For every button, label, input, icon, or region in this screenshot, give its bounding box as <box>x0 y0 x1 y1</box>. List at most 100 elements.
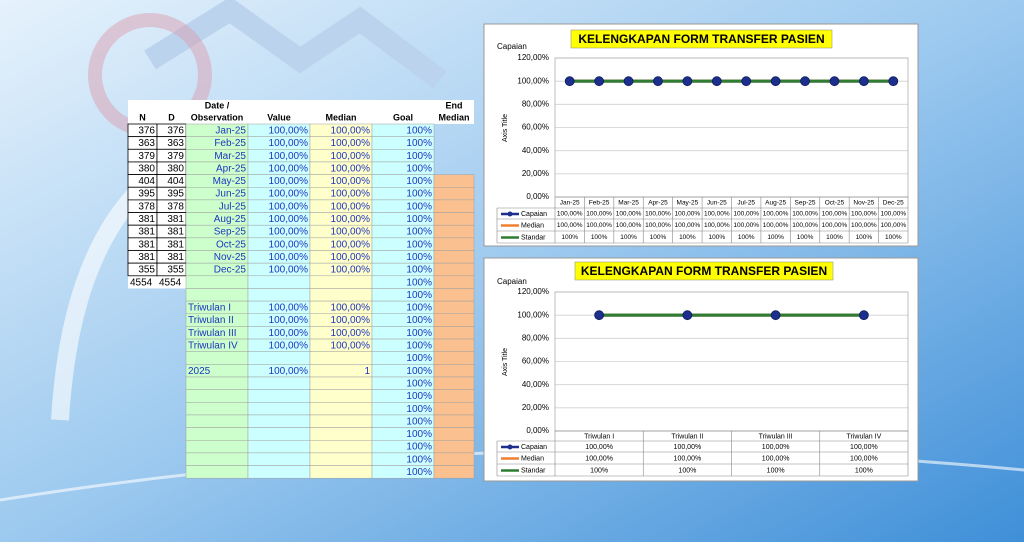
header-cell: Median <box>325 112 356 122</box>
cell <box>247 275 311 289</box>
cell <box>309 452 373 466</box>
cell <box>433 224 475 239</box>
legend-label: Median <box>521 455 544 462</box>
cell-text: 100% <box>406 353 432 364</box>
cell <box>433 300 475 315</box>
cell-text: 100,00% <box>269 176 309 187</box>
series-marker <box>682 76 693 87</box>
cell-text: 100% <box>406 404 432 415</box>
cell-text: 381 <box>138 214 155 225</box>
data-label: 100% <box>561 234 578 241</box>
x-tick-label: Dec-25 <box>883 200 904 207</box>
cell-text: 100,00% <box>269 151 309 162</box>
cell-text: 381 <box>138 239 155 250</box>
header-cell: Goal <box>393 112 413 122</box>
cell <box>433 351 475 365</box>
y-tick-label: 0,00% <box>526 426 549 435</box>
cell-text: 380 <box>138 163 155 174</box>
y-tick-label: 100,00% <box>517 76 549 85</box>
y-tick-label: 0,00% <box>526 192 549 201</box>
cell <box>247 465 311 479</box>
data-label: 100% <box>708 234 725 241</box>
series-marker <box>653 76 663 87</box>
data-label: 100,00% <box>674 455 702 462</box>
data-label: 100,00% <box>557 222 583 229</box>
chart-frame <box>483 23 919 247</box>
y-tick-label: 60,00% <box>522 357 549 366</box>
data-label: 100,00% <box>822 222 848 229</box>
data-label: 100% <box>679 234 696 241</box>
series-marker <box>594 76 605 87</box>
cell <box>309 376 373 390</box>
data-label: 100% <box>885 234 902 241</box>
cell <box>185 275 249 289</box>
cell-text: 100,00% <box>269 341 309 352</box>
cell <box>247 427 311 441</box>
cell <box>185 452 249 466</box>
data-label: 100,00% <box>733 211 759 218</box>
cell-text: 100% <box>406 366 432 377</box>
legend-marker <box>507 211 513 217</box>
cell-text: 378 <box>167 201 184 212</box>
cell-text: 100,00% <box>331 239 371 250</box>
cell <box>185 465 249 479</box>
x-tick-label: Triwulan IV <box>846 433 881 440</box>
data-label: 100% <box>650 234 667 241</box>
data-label: 100,00% <box>704 211 730 218</box>
data-label: 100,00% <box>762 444 790 451</box>
cell-text: 363 <box>167 138 184 149</box>
x-tick-label: Jan-25 <box>560 200 580 207</box>
data-label: 100% <box>856 234 873 241</box>
cell-text: 100,00% <box>331 214 371 225</box>
cell <box>247 440 311 454</box>
data-label: 100% <box>620 234 637 241</box>
series-marker <box>623 76 634 87</box>
data-label: 100% <box>797 234 814 241</box>
x-tick-label: Mar-25 <box>618 200 639 207</box>
cell <box>433 262 475 277</box>
cell-text: 100,00% <box>331 125 371 136</box>
cell <box>433 414 475 428</box>
cell-text: 100,00% <box>269 201 309 212</box>
y-axis-title: Axis Title <box>502 348 509 376</box>
cell-text: 378 <box>138 201 155 212</box>
cell <box>433 199 475 213</box>
header-cell: D <box>168 112 175 122</box>
cell-text: Oct-25 <box>216 239 246 250</box>
series-marker <box>800 76 810 87</box>
cell-text: Jun-25 <box>215 189 246 200</box>
x-tick-label: Feb-25 <box>589 200 610 207</box>
cell-text: 100% <box>406 227 432 238</box>
x-tick-label: Triwulan I <box>584 433 614 440</box>
cell-text: 100,00% <box>331 163 371 174</box>
cell-text: Triwulan IV <box>188 341 238 352</box>
y-axis-title: Axis Title <box>502 114 509 142</box>
data-label: 100,00% <box>850 455 878 462</box>
data-label: 100,00% <box>851 222 877 229</box>
cell-text: Mar-25 <box>214 151 246 162</box>
cell-text: 100% <box>406 265 432 276</box>
y-tick-label: 40,00% <box>522 146 549 155</box>
data-label: 100,00% <box>645 211 671 218</box>
series-marker <box>594 310 605 321</box>
cell-text: 100,00% <box>269 163 309 174</box>
y-tick-label: 80,00% <box>522 333 549 342</box>
cell-text: 381 <box>138 227 155 238</box>
header-cell: Observation <box>191 112 244 122</box>
cell-text: 355 <box>138 265 155 276</box>
data-label: 100% <box>591 234 608 241</box>
cell <box>433 440 475 454</box>
data-label: 100,00% <box>851 211 877 218</box>
cell <box>309 465 373 479</box>
cell-text: 100,00% <box>331 151 371 162</box>
cell-text: 100,00% <box>331 227 371 238</box>
cell-text: 100,00% <box>331 315 371 326</box>
cell-text: 100,00% <box>269 303 309 314</box>
cell <box>433 364 475 378</box>
cell-text: 100% <box>406 138 432 149</box>
cell-text: 100% <box>406 303 432 314</box>
cell-text: 2025 <box>188 366 211 377</box>
cell-text: 100,00% <box>269 239 309 250</box>
x-tick-label: May-25 <box>677 200 699 207</box>
data-label: 100,00% <box>733 222 759 229</box>
